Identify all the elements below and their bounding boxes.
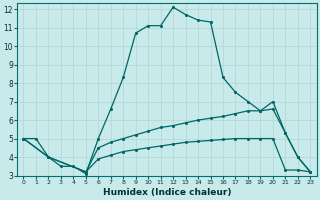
X-axis label: Humidex (Indice chaleur): Humidex (Indice chaleur) [103, 188, 231, 197]
